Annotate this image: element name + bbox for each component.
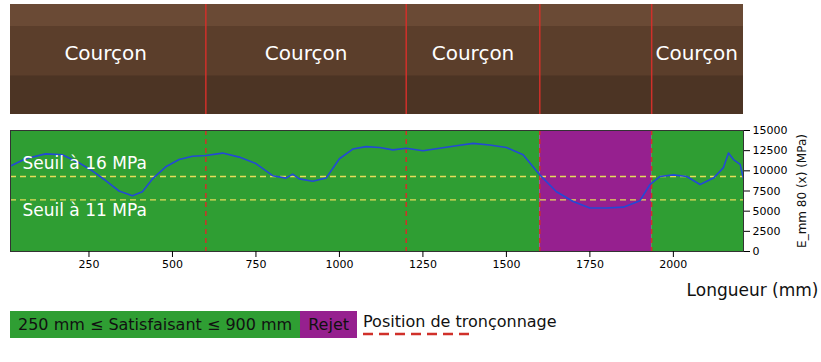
svg-text:Courçon: Courçon: [64, 41, 147, 65]
svg-text:Seuil à 16 MPa: Seuil à 16 MPa: [23, 153, 147, 173]
svg-text:5000: 5000: [753, 205, 781, 218]
svg-text:1250: 1250: [409, 258, 437, 271]
svg-text:1750: 1750: [576, 258, 604, 271]
html-text:Rejet: Rejet: [308, 314, 349, 334]
svg-text:0: 0: [753, 245, 760, 258]
svg-text:7500: 7500: [753, 185, 781, 198]
svg-text:12500: 12500: [753, 144, 788, 157]
svg-text:1000: 1000: [325, 258, 353, 271]
svg-text:2500: 2500: [753, 225, 781, 238]
svg-text:10000: 10000: [753, 164, 788, 177]
svg-text:Courçon: Courçon: [265, 41, 348, 65]
svg-text:2000: 2000: [659, 258, 687, 271]
html-text:Position de tronçonnage: Position de tronçonnage: [363, 311, 557, 331]
svg-text:15000: 15000: [753, 124, 788, 137]
svg-text:Courçon: Courçon: [432, 41, 515, 65]
html-text:250 mm ≤ Satisfaisant ≤ 900 mm: 250 mm ≤ Satisfaisant ≤ 900 mm: [18, 314, 293, 334]
svg-text:E_mm 80 (x) (MPa): E_mm 80 (x) (MPa): [795, 134, 809, 248]
svg-text:Courçon: Courçon: [655, 41, 738, 65]
svg-text:Seuil à 11 MPa: Seuil à 11 MPa: [23, 200, 147, 220]
svg-text:250: 250: [78, 258, 99, 271]
svg-text:750: 750: [245, 258, 266, 271]
svg-text:Longueur (mm): Longueur (mm): [687, 280, 819, 300]
svg-text:500: 500: [162, 258, 183, 271]
svg-text:1500: 1500: [492, 258, 520, 271]
